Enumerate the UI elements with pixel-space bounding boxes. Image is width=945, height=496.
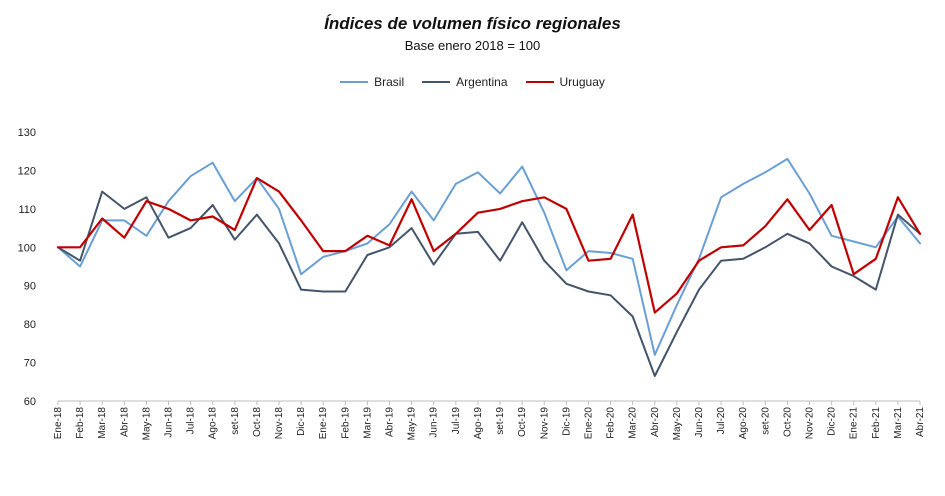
series-line-uruguay xyxy=(56,177,922,314)
x-tick-label: Dic-18 xyxy=(296,407,307,436)
legend-swatch-uruguay xyxy=(525,81,554,83)
x-tick-label: Abr-18 xyxy=(119,407,130,437)
x-tick-label: Mar-18 xyxy=(97,407,108,439)
y-tick-label: 90 xyxy=(24,281,36,293)
x-tick-label: Dic-20 xyxy=(827,407,838,436)
x-tick-label: Abr-20 xyxy=(650,407,661,437)
x-tick-label: Ago-18 xyxy=(208,407,219,440)
x-tick-label: May-20 xyxy=(672,407,683,441)
x-tick-label: Feb-21 xyxy=(871,407,882,439)
legend-swatch-argentina xyxy=(422,81,451,83)
legend-swatch-brasil xyxy=(340,81,369,83)
x-tick-label: Ago-20 xyxy=(738,407,749,440)
x-tick-label: Oct-20 xyxy=(782,407,793,437)
x-tick-label: Mar-21 xyxy=(893,407,904,439)
y-tick-label: 70 xyxy=(24,358,36,370)
x-tick-label: Nov-19 xyxy=(539,407,550,440)
x-tick-label: Ene-18 xyxy=(53,407,64,440)
legend-label-uruguay: Uruguay xyxy=(559,75,605,89)
legend-label-argentina: Argentina xyxy=(456,75,508,89)
y-tick-label: 80 xyxy=(24,319,36,331)
series-line-brasil xyxy=(57,157,921,356)
x-tick-label: Jun-20 xyxy=(694,407,705,438)
x-tick-label: Abr-19 xyxy=(385,407,396,437)
x-tick-label: Dic-19 xyxy=(561,407,572,436)
x-tick-label: Jun-18 xyxy=(164,407,175,438)
legend-item-argentina: Argentina xyxy=(422,75,508,89)
x-tick-label: Jul-18 xyxy=(186,407,197,435)
y-tick-label: 130 xyxy=(18,127,36,139)
y-tick-label: 60 xyxy=(24,396,36,408)
chart-subtitle: Base enero 2018 = 100 xyxy=(404,38,541,53)
x-tick-label: Nov-20 xyxy=(804,407,815,440)
y-tick-label: 100 xyxy=(18,242,36,254)
x-tick-label: Jul-19 xyxy=(451,407,462,435)
x-tick-label: Feb-20 xyxy=(606,407,617,439)
x-tick-label: Oct-19 xyxy=(517,407,528,437)
x-tick-label: Ene-19 xyxy=(318,407,329,440)
x-tick-label: May-19 xyxy=(407,407,418,441)
x-tick-label: set-20 xyxy=(760,407,771,435)
legend-item-brasil: Brasil xyxy=(340,75,404,89)
x-tick-label: Jun-19 xyxy=(429,407,440,438)
x-tick-label: set-19 xyxy=(495,407,506,435)
x-tick-label: Feb-19 xyxy=(340,407,351,439)
x-tick-label: Feb-18 xyxy=(75,407,86,439)
series-line-argentina xyxy=(57,190,921,377)
x-tick-label: Nov-18 xyxy=(274,407,285,440)
x-tick-label: Mar-19 xyxy=(362,407,373,439)
x-tick-label: Jul-20 xyxy=(716,407,727,435)
x-tick-label: Abr-21 xyxy=(915,407,926,437)
x-tick-label: Oct-18 xyxy=(252,407,263,437)
legend-item-uruguay: Uruguay xyxy=(525,75,605,89)
legend: Brasil Argentina Uruguay xyxy=(0,75,945,89)
x-tick-label: May-18 xyxy=(141,407,152,441)
legend-label-brasil: Brasil xyxy=(374,75,405,89)
x-tick-label: set-18 xyxy=(230,407,241,435)
x-tick-label: Ene-21 xyxy=(849,407,860,440)
y-tick-label: 110 xyxy=(18,204,36,216)
chart-title: Índices de volumen físico regionales xyxy=(324,14,621,33)
x-tick-label: Mar-20 xyxy=(628,407,639,439)
y-tick-label: 120 xyxy=(18,165,36,177)
x-tick-label: Ago-19 xyxy=(473,407,484,440)
x-tick-label: Ene-20 xyxy=(583,407,594,440)
